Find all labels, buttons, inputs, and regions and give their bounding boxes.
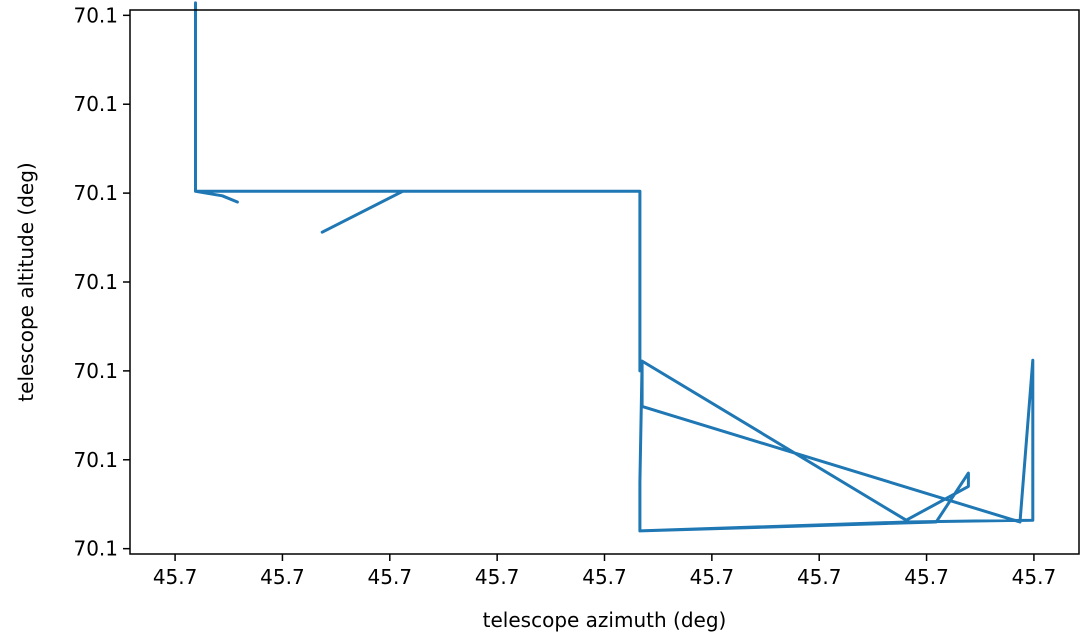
x-tick-label: 45.7 (368, 565, 413, 589)
y-axis-ticks: 70.1 70.1 70.1 70.1 70.1 70.1 70.1 (73, 3, 130, 561)
y-axis-label: telescope altitude (deg) (14, 162, 38, 401)
y-tick-label: 70.1 (73, 181, 118, 205)
x-tick-label: 45.7 (904, 565, 949, 589)
series-layer (194, 1, 1035, 533)
x-tick-label: 45.7 (582, 565, 627, 589)
plot-frame (129, 9, 1080, 555)
y-tick-label: 70.1 (73, 448, 118, 472)
series-line (194, 1, 1035, 533)
y-tick-label: 70.1 (73, 359, 118, 383)
x-tick-label: 45.7 (1012, 565, 1057, 589)
x-axis-ticks: 45.7 45.7 45.7 45.7 45.7 45.7 45.7 45.7 45.7 (153, 554, 1056, 589)
x-tick-label: 45.7 (797, 565, 842, 589)
x-tick-label: 45.7 (475, 565, 520, 589)
y-tick-label: 70.1 (73, 270, 118, 294)
y-tick-label: 70.1 (73, 92, 118, 116)
x-tick-label: 45.7 (690, 565, 735, 589)
y-tick-label: 70.1 (73, 537, 118, 561)
plot-area (130, 10, 1079, 554)
x-axis-label: telescope azimuth (deg) (483, 608, 727, 632)
x-tick-label: 45.7 (153, 565, 198, 589)
y-tick-label: 70.1 (73, 3, 118, 27)
x-tick-label: 45.7 (260, 565, 305, 589)
